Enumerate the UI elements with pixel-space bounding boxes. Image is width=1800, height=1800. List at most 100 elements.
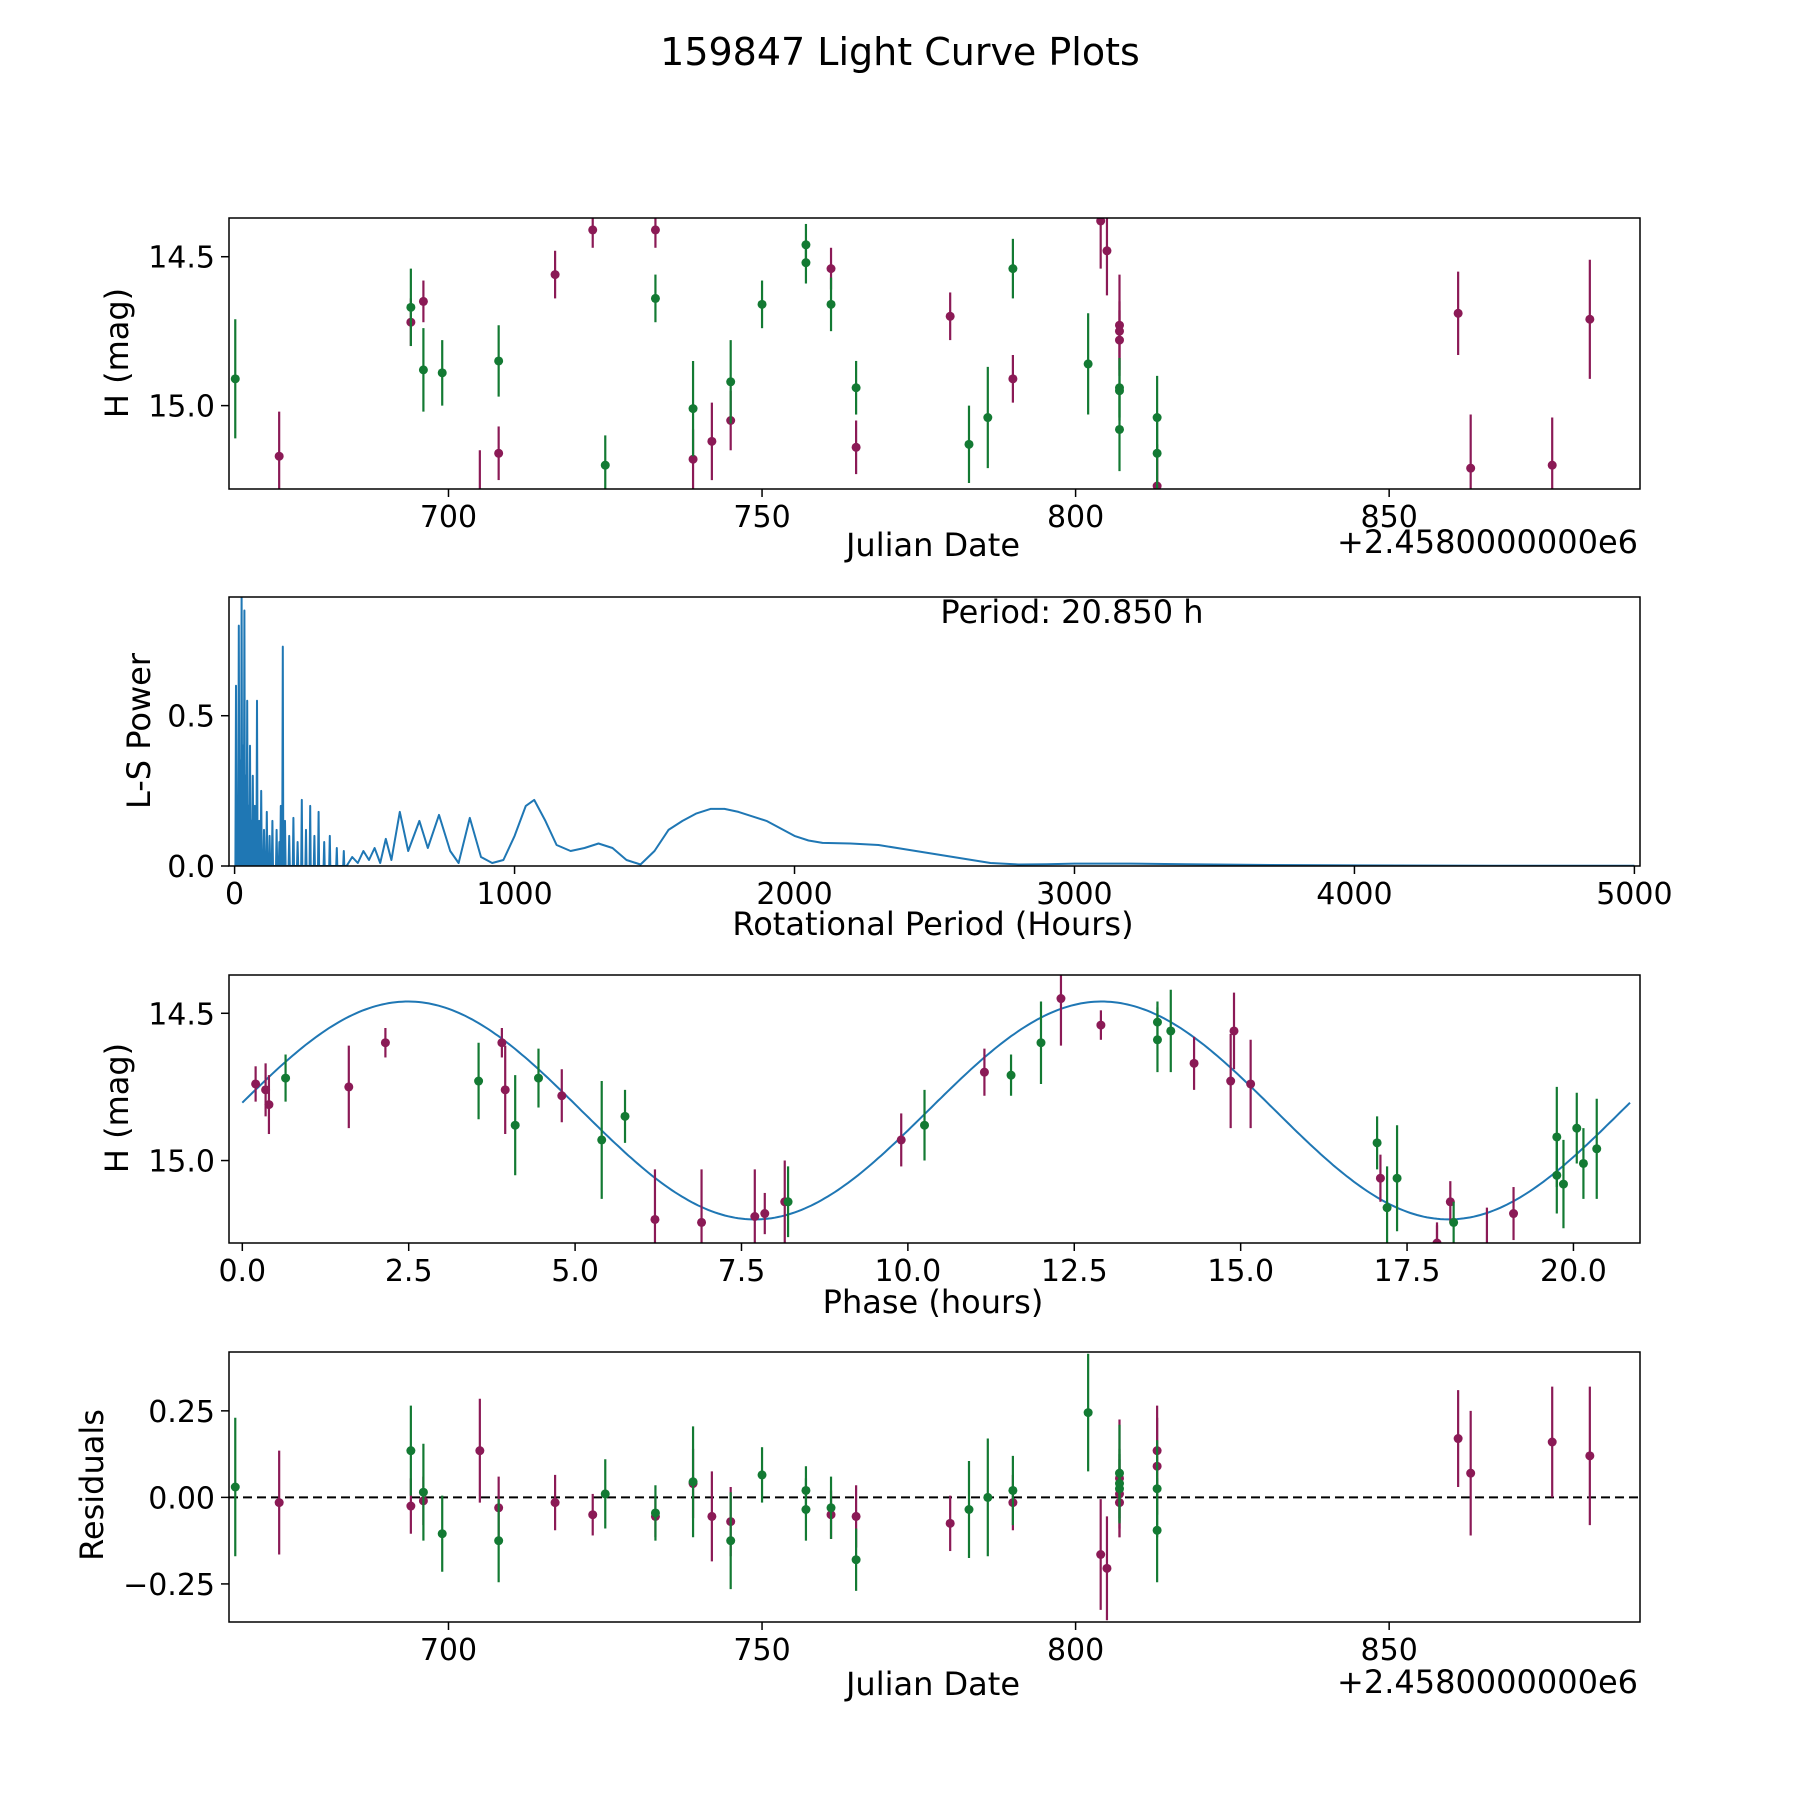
data-point: [510, 1120, 520, 1130]
data-point: [1592, 1144, 1602, 1154]
residuals-band_b-point: [757, 1447, 767, 1503]
data-point: [707, 436, 717, 446]
phased-band_a-point: [1509, 1187, 1519, 1241]
data-point: [264, 1100, 274, 1110]
data-point: [851, 383, 861, 393]
data-point: [550, 1498, 560, 1508]
phased-band_a-point: [264, 1075, 274, 1135]
phased-xtick-label: 20.0: [1540, 1254, 1607, 1289]
data-point: [688, 404, 698, 414]
lightcurve-band_a-point: [274, 411, 284, 489]
phased-band_a-point: [557, 1069, 567, 1123]
data-point: [1585, 314, 1595, 324]
residuals-band_a-point: [1585, 1386, 1595, 1526]
data-point: [600, 460, 610, 470]
residuals-band_a-point: [475, 1398, 485, 1503]
residuals-band_b-point: [1114, 1448, 1124, 1519]
lightcurve-band_b-point: [801, 223, 811, 266]
phased-band_a-point: [344, 1045, 354, 1129]
data-point: [1096, 1550, 1106, 1559]
lightcurve-band_b-point: [230, 319, 240, 439]
lightcurve-band_b-point: [964, 405, 974, 484]
data-point: [726, 1536, 736, 1546]
data-point: [1114, 326, 1124, 336]
lightcurve-band_b-point: [406, 268, 416, 347]
lightcurve-band_a-point: [1585, 259, 1595, 379]
lightcurve-ytick-label: 15.0: [148, 390, 215, 425]
data-point: [801, 1505, 811, 1514]
lightcurve-band_b-point: [1114, 360, 1124, 421]
data-point: [1036, 1038, 1046, 1048]
data-point: [783, 1197, 793, 1207]
period-annotation: Period: 20.850 h: [940, 593, 1203, 631]
data-point: [418, 365, 428, 375]
data-point: [550, 270, 560, 280]
periodogram-ytick-label: 0.0: [167, 850, 215, 885]
lightcurve-plot-area: 700 750 800 850 15.0 14.5: [148, 217, 1657, 535]
data-point: [1083, 359, 1093, 369]
phased-band_a-point: [896, 1113, 906, 1167]
data-point: [588, 1510, 598, 1520]
phased-band_b-point: [1449, 1201, 1459, 1243]
data-point: [1466, 463, 1476, 473]
data-point: [494, 448, 504, 458]
residuals-plot-area: 700 750 800 850 0.25 0.00 −0.25: [123, 1351, 1657, 1668]
periodogram-xtick-label: 2000: [756, 877, 832, 912]
phased-xtick-label: 12.5: [1041, 1254, 1108, 1289]
data-point: [406, 1446, 416, 1456]
phased-frame: [228, 974, 1641, 1244]
lightcurve-xtick-label: 700: [420, 500, 477, 535]
lightcurve-band_b-point: [650, 274, 660, 323]
panel-phased: 0.0 2.5 5.0 7.5 10.0 12.5 15.0 17.5 20.0 15.0 14.5…: [98, 974, 1641, 1321]
phased-band_a-point: [251, 1066, 261, 1102]
data-point: [896, 1135, 906, 1145]
data-point: [726, 377, 736, 387]
residuals-band_a-point: [1648, 1442, 1657, 1553]
residuals-band_b-point: [826, 1476, 836, 1539]
residuals-band_b-point: [1008, 1455, 1018, 1526]
lightcurve-band_a-point: [1648, 266, 1657, 361]
lightcurve-band_a-point: [1547, 417, 1557, 489]
phased-band_a-point: [500, 1045, 510, 1135]
lightcurve-band_b-point: [1083, 313, 1093, 415]
data-point: [475, 1446, 485, 1456]
lightcurve-band_b-point: [494, 325, 504, 397]
lightcurve-band_b-point: [726, 340, 736, 424]
data-point: [1547, 1437, 1557, 1447]
data-point: [1153, 493, 1162, 502]
data-point: [760, 1209, 770, 1219]
lightcurve-band_a-point: [475, 450, 484, 499]
residuals-ytick-label: −0.25: [123, 1568, 215, 1603]
data-point: [1008, 1485, 1018, 1495]
residuals-band_b-point: [600, 1459, 610, 1529]
phased-band_a-point: [697, 1169, 707, 1243]
data-point: [1152, 1017, 1162, 1027]
phased-band_b-point: [1152, 1001, 1162, 1043]
phased-ytick-label: 14.5: [148, 997, 215, 1032]
residuals-xtick-label: 750: [733, 1633, 790, 1668]
data-point: [1226, 1076, 1236, 1086]
periodogram-line: [234, 597, 1635, 866]
phased-band_a-point: [497, 1028, 507, 1058]
lightcurve-band_a-point: [550, 250, 560, 299]
data-point: [1453, 1434, 1463, 1444]
lightcurve-marks: [230, 218, 1657, 502]
periodogram-ylabel: L-S Power: [120, 652, 158, 809]
lightcurve-band_b-point: [826, 277, 836, 332]
periodogram-xtick-label: 5000: [1596, 877, 1672, 912]
data-point: [533, 1073, 543, 1083]
data-point: [475, 490, 484, 499]
periodogram-ytick-label: 0.5: [167, 700, 215, 735]
data-point: [588, 225, 598, 235]
data-point: [1056, 994, 1066, 1004]
phased-band_b-point: [1578, 1128, 1588, 1199]
data-point: [688, 1477, 698, 1487]
phased-band_b-point: [783, 1166, 793, 1238]
phased-band_b-point: [1592, 1098, 1602, 1199]
residuals-band_b-point: [726, 1492, 736, 1590]
phased-band_b-point: [281, 1054, 291, 1102]
data-point: [650, 293, 660, 303]
phased-plot-area: 0.0 2.5 5.0 7.5 10.0 12.5 15.0 17.5 20.0 15.0 14.5: [148, 974, 1641, 1289]
data-point: [1114, 424, 1124, 434]
phased-xlabel: Phase (hours): [823, 1283, 1044, 1321]
